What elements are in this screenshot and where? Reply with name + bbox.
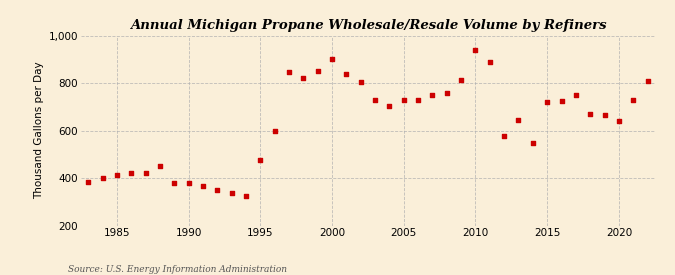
- Point: [628, 98, 639, 102]
- Point: [427, 93, 438, 97]
- Point: [341, 72, 352, 76]
- Point: [556, 99, 567, 103]
- Point: [155, 164, 165, 168]
- Point: [485, 60, 495, 64]
- Point: [527, 141, 538, 145]
- Point: [111, 172, 122, 177]
- Point: [585, 112, 595, 116]
- Point: [255, 158, 266, 163]
- Point: [398, 98, 409, 102]
- Point: [97, 176, 108, 180]
- Point: [226, 191, 237, 196]
- Point: [83, 180, 94, 184]
- Point: [327, 57, 338, 62]
- Point: [370, 98, 381, 102]
- Text: Source: U.S. Energy Information Administration: Source: U.S. Energy Information Administ…: [68, 265, 286, 274]
- Point: [513, 118, 524, 122]
- Point: [140, 171, 151, 175]
- Point: [169, 181, 180, 185]
- Point: [269, 128, 280, 133]
- Y-axis label: Thousand Gallons per Day: Thousand Gallons per Day: [34, 62, 45, 199]
- Point: [542, 100, 553, 104]
- Point: [240, 194, 251, 198]
- Point: [499, 134, 510, 138]
- Point: [412, 98, 423, 102]
- Point: [441, 90, 452, 95]
- Point: [570, 92, 581, 97]
- Point: [470, 48, 481, 52]
- Point: [212, 188, 223, 192]
- Title: Annual Michigan Propane Wholesale/Resale Volume by Refiners: Annual Michigan Propane Wholesale/Resale…: [130, 19, 606, 32]
- Point: [313, 69, 323, 73]
- Point: [456, 78, 466, 82]
- Point: [183, 181, 194, 185]
- Point: [384, 104, 395, 108]
- Point: [298, 76, 308, 81]
- Point: [614, 119, 624, 123]
- Point: [599, 113, 610, 117]
- Point: [284, 70, 294, 74]
- Point: [126, 171, 136, 175]
- Point: [642, 79, 653, 83]
- Point: [198, 184, 209, 189]
- Point: [355, 80, 366, 85]
